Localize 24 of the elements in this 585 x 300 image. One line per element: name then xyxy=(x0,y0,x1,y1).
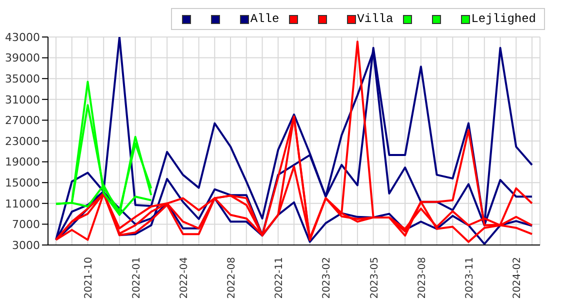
x-tick-label: 2022-11 xyxy=(274,257,286,299)
y-tick-label: 31000 xyxy=(5,93,40,106)
legend-label: Lejlighed xyxy=(471,12,536,26)
y-tick-label: 35000 xyxy=(5,72,40,86)
x-tick-label: 2022-04 xyxy=(178,257,190,299)
x-tick-label: 2023-05 xyxy=(369,257,380,299)
legend-label: Villa xyxy=(357,12,394,26)
y-tick-label: 43000 xyxy=(5,30,40,44)
x-tick-label: 2022-01 xyxy=(131,257,142,299)
x-tick-label: 2021-10 xyxy=(84,257,95,299)
legend-label: Alle xyxy=(250,12,280,26)
y-tick-label: 27000 xyxy=(5,114,40,128)
y-tick-label: 19000 xyxy=(5,156,40,169)
y-tick-label: 3000 xyxy=(12,238,40,252)
x-tick-label: 2022-08 xyxy=(226,257,238,299)
y-tick-label: 15000 xyxy=(5,176,40,190)
y-tick-label: 11000 xyxy=(5,197,40,210)
x-tick-label: 2023-08 xyxy=(416,257,428,299)
y-tick-label: 39000 xyxy=(5,52,40,65)
y-tick-label: 23000 xyxy=(5,134,40,148)
x-tick-label: 2023-02 xyxy=(322,257,333,299)
y-tick-label: 7000 xyxy=(12,218,40,232)
x-tick-label: 2024-02 xyxy=(512,257,524,299)
x-tick-label: 2023-11 xyxy=(464,257,476,299)
